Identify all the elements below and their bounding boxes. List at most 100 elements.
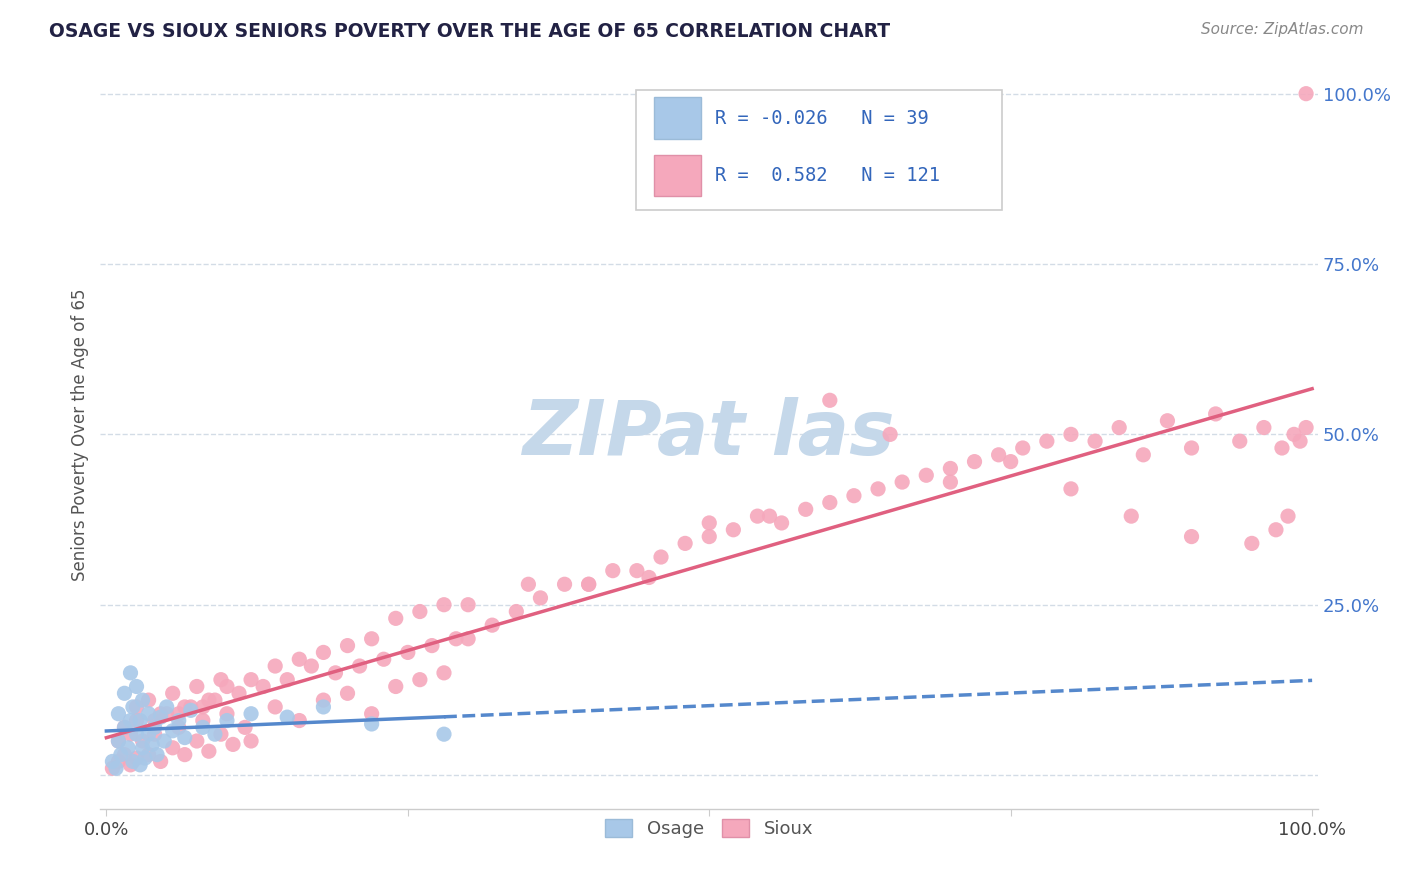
Point [409, 673, 432, 687]
Point [1205, 407, 1227, 421]
Point [120, 757, 142, 772]
Point [360, 706, 382, 721]
Point [360, 717, 382, 731]
Point [120, 665, 142, 680]
Point [120, 727, 142, 741]
Point [215, 706, 238, 721]
Text: R =  0.582   N = 121: R = 0.582 N = 121 [716, 166, 941, 186]
Point [915, 468, 938, 483]
Point [138, 727, 160, 741]
Point [1295, 87, 1317, 101]
Point [1229, 434, 1251, 449]
Point [1084, 434, 1107, 449]
Point [1180, 530, 1202, 544]
Point [143, 720, 166, 734]
Point [167, 720, 190, 734]
FancyBboxPatch shape [654, 97, 700, 138]
Point [312, 645, 335, 659]
Point [868, 482, 890, 496]
Text: Source: ZipAtlas.com: Source: ZipAtlas.com [1201, 22, 1364, 37]
Point [818, 495, 841, 509]
Point [879, 427, 901, 442]
Point [173, 731, 195, 745]
Point [143, 727, 166, 741]
Point [131, 734, 153, 748]
Point [129, 714, 152, 728]
Point [650, 549, 672, 564]
Point [505, 605, 527, 619]
Point [101, 761, 124, 775]
Point [215, 714, 238, 728]
Point [1295, 420, 1317, 434]
Point [673, 536, 696, 550]
Point [638, 570, 661, 584]
Point [794, 502, 817, 516]
Point [444, 632, 467, 646]
Point [264, 700, 287, 714]
Point [186, 680, 208, 694]
Point [529, 591, 551, 605]
Legend: Osage, Sioux: Osage, Sioux [598, 812, 820, 845]
Point [891, 475, 914, 489]
Point [433, 727, 456, 741]
Point [697, 530, 720, 544]
Point [153, 734, 176, 748]
Point [963, 455, 986, 469]
Point [420, 639, 443, 653]
Point [233, 720, 256, 734]
Point [125, 700, 148, 714]
Point [173, 747, 195, 762]
Point [149, 710, 172, 724]
Point [758, 509, 780, 524]
Point [101, 755, 124, 769]
Point [149, 706, 172, 721]
Point [167, 706, 190, 721]
Point [723, 523, 745, 537]
Point [107, 706, 129, 721]
Point [162, 740, 184, 755]
Point [156, 706, 179, 721]
Point [1060, 482, 1083, 496]
Point [120, 714, 142, 728]
FancyBboxPatch shape [654, 155, 700, 196]
Point [349, 659, 371, 673]
Point [167, 714, 190, 728]
Point [209, 673, 232, 687]
Point [987, 448, 1010, 462]
Point [1253, 420, 1275, 434]
Point [156, 700, 179, 714]
Point [288, 714, 311, 728]
Point [125, 751, 148, 765]
Point [939, 461, 962, 475]
Point [626, 564, 648, 578]
Point [1282, 427, 1305, 442]
Point [288, 652, 311, 666]
Point [1156, 414, 1178, 428]
Point [125, 714, 148, 728]
Point [842, 489, 865, 503]
Point [180, 703, 202, 717]
Point [276, 710, 298, 724]
Point [143, 714, 166, 728]
Point [1180, 441, 1202, 455]
Point [191, 700, 214, 714]
Point [131, 693, 153, 707]
Point [1011, 441, 1033, 455]
Point [204, 727, 226, 741]
Point [299, 659, 322, 673]
Point [173, 700, 195, 714]
Point [697, 516, 720, 530]
Point [110, 747, 132, 762]
Point [198, 744, 221, 758]
Point [818, 393, 841, 408]
Point [122, 755, 145, 769]
Point [384, 611, 406, 625]
Point [191, 720, 214, 734]
Point [578, 577, 600, 591]
Point [264, 659, 287, 673]
Point [114, 720, 136, 734]
Point [240, 673, 263, 687]
Point [276, 673, 298, 687]
Point [457, 598, 479, 612]
Point [312, 700, 335, 714]
